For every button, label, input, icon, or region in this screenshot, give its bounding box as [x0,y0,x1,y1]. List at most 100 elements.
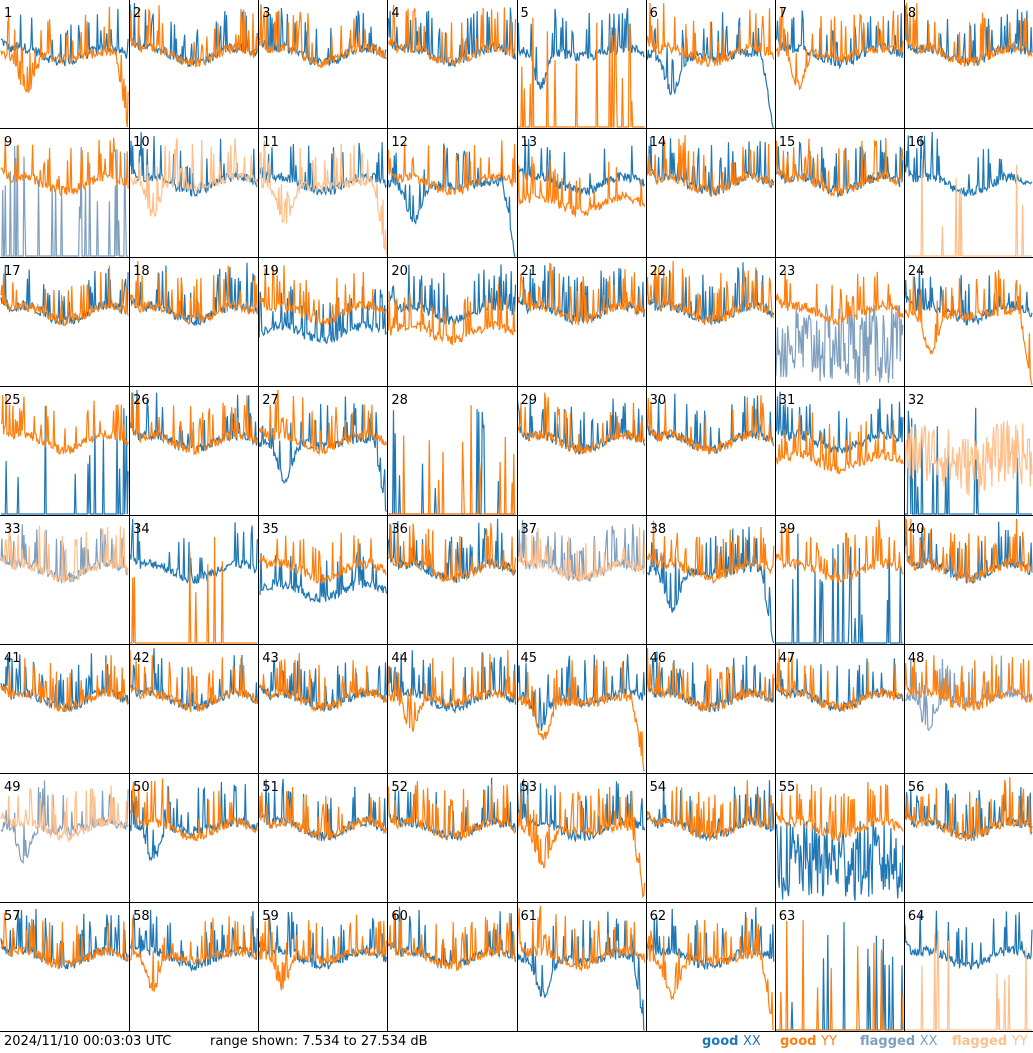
panel-15: 15 [775,135,904,198]
series-yy-24 [904,270,1033,386]
series-yy-14 [646,135,775,197]
panel-54: 54 [646,780,775,842]
panel-55: 55 [775,780,904,901]
panel-23: 23 [775,264,904,385]
series-yy-40 [904,516,1033,585]
series-xx-61 [516,911,645,1031]
panel-label-55: 55 [779,780,796,795]
series-yy-56 [904,776,1033,842]
panel-label-11: 11 [262,135,279,150]
panel-44: 44 [387,649,517,732]
panel-16: 16 [904,131,1033,257]
series-xx-28 [388,409,516,515]
series-xx-57 [0,908,129,970]
series-yy-41 [0,655,129,713]
series-xx-39 [775,533,903,644]
panel-label-48: 48 [908,651,925,666]
series-yy-58 [129,916,258,992]
series-yy-47 [775,648,904,713]
series-yy-45 [516,659,645,772]
timestamp: 2024/11/10 00:03:03 UTC [4,1034,172,1049]
panel-label-37: 37 [521,522,538,537]
series-yy-62 [646,917,775,1031]
panel-label-8: 8 [908,6,916,21]
panel-58: 58 [129,909,258,992]
panel-18: 18 [129,260,258,326]
series-yy-43 [258,652,387,713]
legend-good-yy: good YY [780,1034,837,1049]
series-xx-58 [129,909,258,973]
panel-label-30: 30 [650,393,667,408]
panel-20: 20 [387,264,517,346]
series-yy-64 [904,930,1032,1031]
series-xx-55 [775,820,904,901]
panel-57: 57 [0,908,129,970]
panel-label-62: 62 [650,909,667,924]
series-yy-46 [646,647,775,713]
panel-label-10: 10 [133,135,150,150]
panel-59: 59 [258,909,387,991]
panel-label-19: 19 [262,264,279,279]
panel-label-64: 64 [908,909,925,924]
panel-26: 26 [129,389,258,456]
panel-label-36: 36 [391,522,408,537]
panel-label-6: 6 [650,6,658,21]
series-yy-7 [775,7,904,91]
series-xx-50 [129,781,258,862]
panel-label-24: 24 [908,264,925,279]
panel-9: 9 [0,135,129,257]
panel-label-47: 47 [779,651,796,666]
series-yy-51 [258,786,387,841]
panel-32: 32 [904,393,1033,515]
series-xx-31 [775,391,904,454]
panel-label-22: 22 [650,264,667,279]
series-yy-57 [0,913,129,969]
series-yy-55 [775,781,904,843]
series-yy-23 [775,269,904,326]
panel-label-7: 7 [779,6,787,21]
series-yy-42 [129,649,258,713]
panel-label-1: 1 [4,6,12,21]
series-yy-22 [646,260,775,326]
legend-flagged-yy-word: flagged [952,1034,1008,1049]
panel-52: 52 [387,777,517,842]
legend-flagged-xx-pol: XX [919,1034,938,1049]
panel-label-25: 25 [4,393,21,408]
panel-17: 17 [0,264,129,327]
panel-label-4: 4 [391,6,399,21]
panel-label-28: 28 [391,393,408,408]
series-xx-12 [387,143,516,257]
range-label: range shown: 7.534 to 27.534 dB [210,1034,428,1049]
panel-label-23: 23 [779,264,796,279]
panel-label-18: 18 [133,264,150,279]
panel-53: 53 [516,778,646,899]
series-xx-2 [129,2,258,68]
panel-43: 43 [258,651,387,713]
series-xx-16 [904,131,1033,198]
series-yy-37 [516,527,646,583]
panel-60: 60 [387,906,517,972]
panel-31: 31 [775,391,904,475]
legend-good-xx-word: good [702,1034,739,1049]
series-xx-24 [904,268,1033,326]
series-xx-34 [129,518,258,585]
series-yy-50 [129,778,258,842]
series-yy-34 [130,536,258,644]
panel-19: 19 [258,264,387,345]
series-yy-30 [646,395,775,456]
series-yy-18 [129,260,258,326]
panel-label-46: 46 [650,651,667,666]
panel-label-33: 33 [4,522,21,537]
panel-14: 14 [646,135,775,197]
series-yy-19 [258,265,387,327]
series-yy-12 [387,140,517,196]
series-yy-39 [775,519,904,584]
series-xx-63 [775,922,904,1031]
series-yy-27 [258,389,387,456]
panel-48: 48 [904,651,1033,732]
series-xx-23 [775,304,904,385]
panel-label-26: 26 [133,393,150,408]
panel-3: 3 [258,4,387,69]
series-yy-16 [904,158,1032,257]
